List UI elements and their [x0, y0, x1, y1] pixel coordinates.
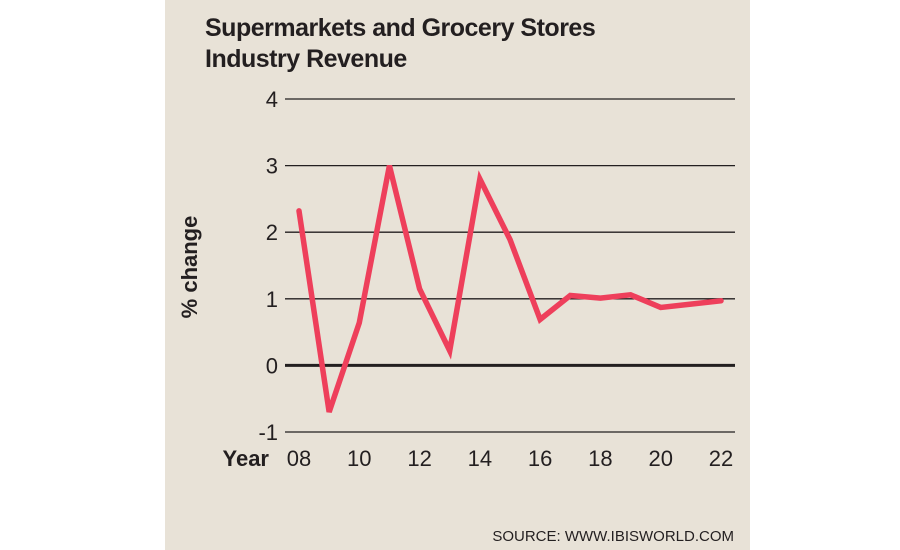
y-tick-label: 1 [266, 287, 278, 312]
x-tick-label: 10 [347, 446, 371, 471]
x-tick-label: 16 [528, 446, 552, 471]
x-tick-label: 12 [407, 446, 431, 471]
chart-panel [165, 0, 750, 550]
x-tick-label: 18 [588, 446, 612, 471]
x-tick-label: 20 [648, 446, 672, 471]
y-tick-label: 4 [266, 87, 278, 112]
y-tick-label: 2 [266, 220, 278, 245]
y-tick-label: 0 [266, 353, 278, 378]
chart-title-line2: Industry Revenue [205, 45, 407, 73]
x-tick-label: 22 [709, 446, 733, 471]
x-tick-label: 08 [287, 446, 311, 471]
series-line [296, 164, 724, 413]
chart-title-line1: Supermarkets and Grocery Stores [205, 14, 596, 42]
x-axis-label: Year [223, 446, 270, 471]
y-axis-label: % change [177, 216, 202, 319]
y-tick-label: -1 [258, 420, 278, 445]
source-note: SOURCE: WWW.IBISWORLD.COM [492, 528, 734, 545]
y-tick-label: 3 [266, 154, 278, 179]
x-tick-label: 14 [468, 446, 492, 471]
